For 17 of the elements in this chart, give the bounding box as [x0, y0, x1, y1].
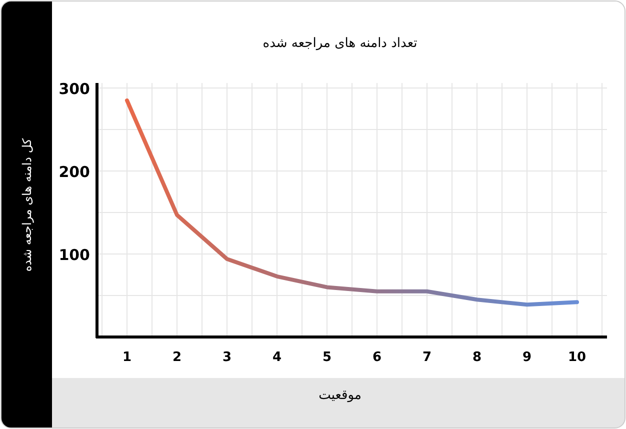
x-tick-label: 5	[322, 350, 332, 365]
y-axis-title: کل دامنه های مراجعه شده	[20, 138, 34, 272]
x-tick-label: 1	[122, 350, 132, 365]
x-tick-label: 3	[222, 350, 232, 365]
chart-title: تعداد دامنه های مراجعه شده	[262, 36, 418, 51]
line-series	[125, 98, 579, 307]
x-tick-label: 6	[372, 350, 382, 365]
x-tick-label: 7	[422, 350, 432, 365]
x-tick-label: 9	[522, 350, 532, 365]
y-tick-label: 200	[58, 163, 90, 181]
y-tick-label: 100	[58, 246, 90, 264]
x-axis-title: موقعیت	[318, 388, 362, 403]
x-tick-label: 2	[172, 350, 182, 365]
y-tick-label: 300	[58, 80, 90, 98]
x-tick-label: 4	[272, 350, 282, 365]
x-tick-label: 10	[568, 350, 586, 365]
x-tick-label: 8	[472, 350, 482, 365]
